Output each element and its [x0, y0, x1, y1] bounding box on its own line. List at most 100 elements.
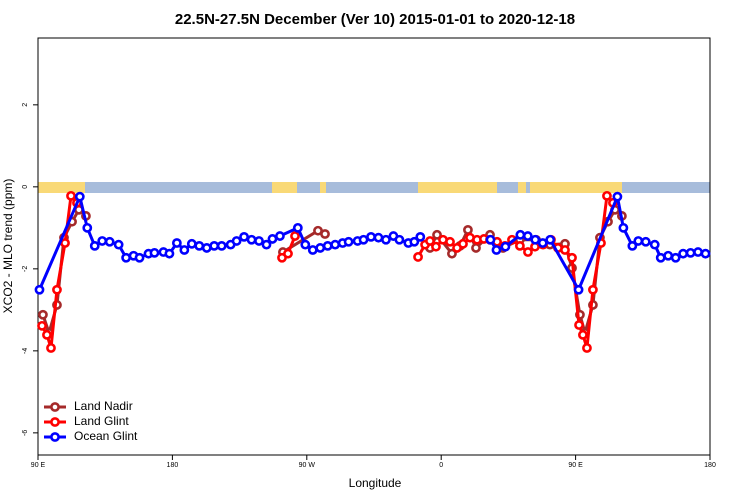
data-point — [34, 284, 45, 295]
data-point — [171, 238, 182, 248]
series-line — [40, 192, 615, 349]
data-point — [670, 252, 681, 263]
data-point — [37, 320, 47, 331]
data-point — [82, 222, 93, 233]
data-point — [320, 229, 330, 239]
data-point — [267, 234, 278, 244]
x-tick-label: 90 E — [568, 462, 583, 469]
legend-label: Land Nadir — [74, 399, 133, 413]
data-point — [186, 238, 197, 249]
data-point — [149, 247, 160, 258]
legend-marker — [50, 417, 60, 427]
data-point — [42, 329, 52, 340]
data-point — [409, 236, 420, 247]
y-tick-label: 0 — [22, 185, 29, 189]
data-point — [463, 224, 473, 235]
data-point — [60, 238, 70, 248]
data-point — [678, 248, 689, 259]
ocean-strip — [38, 182, 710, 193]
data-point — [52, 284, 62, 295]
data-point — [307, 245, 318, 255]
surface-mask — [38, 182, 710, 193]
data-point — [700, 248, 711, 259]
data-point — [500, 241, 511, 252]
data-point — [560, 245, 570, 255]
data-point — [445, 236, 455, 247]
data-point — [458, 238, 468, 249]
data-point — [582, 343, 592, 353]
data-point — [578, 329, 588, 340]
data-point — [216, 240, 227, 251]
data-point — [485, 234, 496, 245]
data-point — [283, 248, 293, 259]
legend-marker — [50, 432, 60, 442]
data-point — [394, 234, 405, 245]
data-point — [343, 236, 354, 247]
x-tick-label: 90 W — [299, 462, 316, 469]
y-axis-label: XCO2 - MLO trend (ppm) — [1, 179, 15, 314]
data-point — [618, 222, 629, 233]
data-point — [573, 284, 584, 295]
data-point — [74, 191, 85, 202]
data-point — [322, 240, 333, 251]
data-point — [246, 234, 257, 245]
data-point — [602, 190, 612, 201]
data-point — [104, 236, 115, 247]
data-point — [415, 231, 426, 242]
data-point — [522, 231, 533, 241]
data-point — [471, 243, 481, 253]
data-point — [66, 190, 76, 201]
land-strip — [320, 182, 326, 193]
data-point — [97, 236, 108, 246]
data-point — [612, 191, 623, 202]
x-axis-label: Longitude — [349, 476, 402, 490]
data-point — [121, 252, 132, 263]
data-point — [179, 245, 190, 255]
land-strip — [530, 182, 622, 193]
data-point — [588, 284, 598, 295]
chart-title: 22.5N-27.5N December (Ver 10) 2015-01-01… — [175, 11, 575, 28]
land-strip — [518, 182, 526, 193]
data-point — [425, 236, 435, 246]
data-point — [663, 250, 674, 261]
x-tick-label: 90 E — [31, 462, 46, 469]
plot-frame — [37, 37, 711, 456]
data-point — [649, 239, 660, 250]
data-point — [194, 240, 205, 251]
data-point — [134, 252, 145, 263]
data-point — [231, 236, 242, 246]
data-point — [46, 343, 56, 353]
series-line — [41, 207, 623, 339]
data-point — [491, 245, 502, 255]
data-point — [254, 236, 264, 246]
data-point — [209, 240, 220, 251]
y-tick-label: -2 — [22, 266, 29, 272]
data-point — [530, 234, 541, 245]
x-tick-label: 180 — [704, 462, 716, 469]
data-point — [239, 231, 249, 242]
data-point — [447, 248, 457, 259]
y-tick-label: -6 — [22, 430, 29, 436]
data-point — [113, 239, 124, 250]
data-point — [89, 240, 100, 251]
data-point — [358, 234, 369, 245]
data-point — [432, 229, 442, 240]
data-point — [567, 252, 577, 263]
data-point — [627, 240, 638, 251]
data-point — [381, 234, 391, 245]
data-point — [574, 320, 584, 330]
data-point — [300, 239, 311, 250]
data-point — [164, 248, 175, 259]
data-point — [290, 231, 300, 241]
data-point — [523, 247, 533, 257]
data-point — [330, 239, 341, 250]
y-tick-label: -4 — [22, 348, 29, 354]
data-point — [373, 232, 384, 243]
data-point — [515, 229, 526, 240]
data-point — [275, 231, 285, 241]
data-point — [366, 231, 376, 242]
data-point — [633, 236, 644, 246]
data-point — [201, 243, 212, 253]
data-point — [514, 240, 525, 251]
